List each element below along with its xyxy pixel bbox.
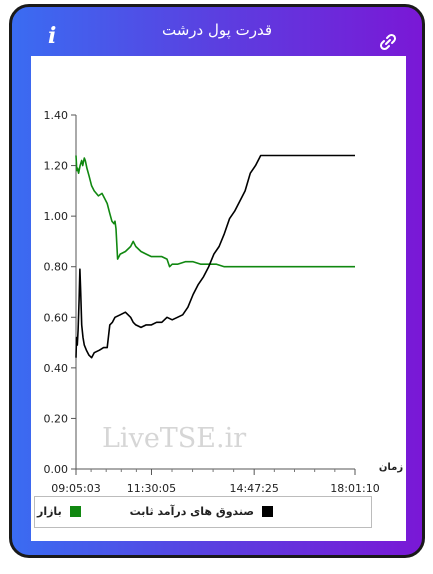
y-tick-label: 0.60 — [44, 311, 69, 324]
x-tick-label: 09:05:03 — [51, 482, 100, 495]
chart-panel — [31, 56, 406, 541]
x-tick-label: 18:01:10 — [330, 482, 379, 495]
legend-label-funds: صندوق های درآمد ثابت — [129, 505, 254, 518]
y-tick-label: 0.80 — [44, 261, 69, 274]
x-tick-label: 14:47:25 — [229, 482, 278, 495]
y-tick-label: 0.40 — [44, 362, 69, 375]
y-tick-label: 1.40 — [44, 109, 69, 122]
legend-item-market[interactable]: بازار — [37, 505, 81, 518]
link-icon[interactable] — [378, 32, 398, 52]
series-line-market — [75, 155, 355, 268]
legend-swatch-funds — [262, 506, 273, 517]
widget-title: قدرت پول درشت — [162, 21, 272, 39]
legend-item-funds[interactable]: صندوق های درآمد ثابت — [130, 505, 273, 518]
y-tick-label: 1.20 — [44, 160, 69, 173]
x-axis-label: زمان — [379, 462, 403, 473]
x-tick-label: 11:30:05 — [127, 482, 176, 495]
chart-legend: صندوق های درآمد ثابت بازار — [34, 496, 372, 528]
series-line-funds — [75, 154, 355, 359]
watermark: LiveTSE.ir — [102, 423, 247, 454]
legend-label-market: بازار — [37, 505, 62, 518]
info-icon[interactable]: i — [48, 23, 57, 49]
widget-frame: i قدرت پول درشت — [9, 4, 425, 558]
legend-swatch-market — [69, 506, 81, 517]
y-tick-label: 0.20 — [44, 412, 69, 425]
widget-header: i قدرت پول درشت — [12, 7, 422, 56]
y-tick-label: 0.00 — [44, 463, 69, 476]
y-tick-label: 1.00 — [44, 210, 69, 223]
